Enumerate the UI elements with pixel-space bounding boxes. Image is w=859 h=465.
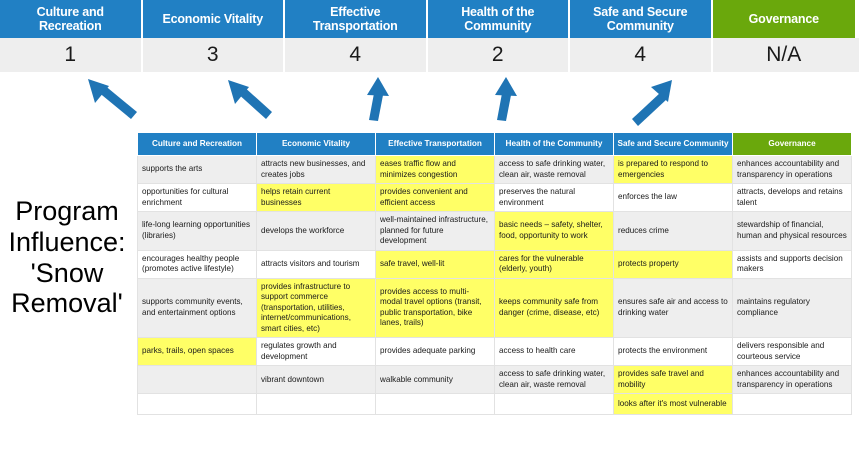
influence-arrows-group xyxy=(88,77,672,126)
matrix-cell: attracts, develops and retains talent xyxy=(732,183,852,213)
matrix-cell: well-maintained infrastructure, planned … xyxy=(375,211,495,251)
matrix-header-economic-vitality: Economic Vitality xyxy=(256,132,376,156)
matrix-cell xyxy=(375,393,495,416)
matrix-cell-highlighted: provides safe travel and mobility xyxy=(613,365,733,395)
matrix-header-row: Culture and Recreation Economic Vitality E… xyxy=(137,132,852,156)
matrix-cell-highlighted: eases traffic flow and minimizes congest… xyxy=(375,154,495,185)
arrow-economic-vitality xyxy=(228,80,272,119)
community-outcomes-matrix: Culture and Recreation Economic Vitality E… xyxy=(137,132,852,416)
scorecard-header-health-of-the-community: Health of the Community xyxy=(427,0,570,38)
matrix-cell: maintains regulatory compliance xyxy=(732,277,852,339)
matrix-cell: develops the workforce xyxy=(256,211,376,251)
matrix-row: opportunities for cultural enrichment hel… xyxy=(137,183,852,213)
scorecard-value-health-of-the-community: 2 xyxy=(427,38,570,72)
matrix-row: vibrant downtown walkable community access… xyxy=(137,365,852,395)
matrix-cell-highlighted: cares for the vulnerable (elderly, youth… xyxy=(494,249,614,279)
matrix-cell: enhances accountability and transparency… xyxy=(732,154,852,185)
matrix-cell xyxy=(256,393,376,416)
scorecard-header-effective-transportation: Effective Transportation xyxy=(285,0,428,38)
matrix-cell: supports community events, and entertain… xyxy=(137,277,257,339)
scorecard-header-row: Culture and Recreation Economic Vitality E… xyxy=(0,0,859,38)
matrix-cell: regulates growth and development xyxy=(256,337,376,367)
matrix-header-culture-and-recreation: Culture and Recreation xyxy=(137,132,257,156)
matrix-header-health-of-the-community: Health of the Community xyxy=(494,132,614,156)
scorecard-value-governance: N/A xyxy=(712,38,855,72)
matrix-cell: life-long learning opportunities (librar… xyxy=(137,211,257,251)
matrix-cell: supports the arts xyxy=(137,154,257,185)
matrix-cell-highlighted: parks, trails, open spaces xyxy=(137,337,257,367)
matrix-row: life-long learning opportunities (librar… xyxy=(137,211,852,251)
matrix-cell: provides adequate parking xyxy=(375,337,495,367)
matrix-cell xyxy=(137,393,257,416)
matrix-cell-highlighted: safe travel, well-lit xyxy=(375,249,495,279)
scorecard-header-governance: Governance xyxy=(712,0,855,38)
scorecard-header-safe-and-secure-community: Safe and Secure Community xyxy=(570,0,713,38)
matrix-cell: protects the environment xyxy=(613,337,733,367)
caption-line-1: Program xyxy=(15,196,119,226)
arrow-effective-transportation xyxy=(367,77,389,121)
matrix-cell: attracts visitors and tourism xyxy=(256,249,376,279)
matrix-row: supports the arts attracts new businesses… xyxy=(137,154,852,185)
matrix-cell-highlighted: provides infrastructure to support comme… xyxy=(256,277,376,339)
matrix-cell: access to safe drinking water, clean air… xyxy=(494,154,614,185)
scorecard-banner: Culture and Recreation Economic Vitality E… xyxy=(0,0,859,72)
scorecard-header-culture-and-recreation: Culture and Recreation xyxy=(0,0,143,38)
matrix-cell: ensures safe air and access to drinking … xyxy=(613,277,733,339)
matrix-cell xyxy=(137,365,257,395)
matrix-cell-highlighted: helps retain current businesses xyxy=(256,183,376,213)
matrix-cell xyxy=(494,393,614,416)
arrow-culture-and-recreation xyxy=(88,79,137,119)
matrix-cell-highlighted: provides access to multi-modal travel op… xyxy=(375,277,495,339)
arrow-safe-and-secure-community xyxy=(632,80,672,126)
matrix-cell: vibrant downtown xyxy=(256,365,376,395)
matrix-row: looks after it's most vulnerable xyxy=(137,393,852,416)
scorecard-value-economic-vitality: 3 xyxy=(142,38,285,72)
matrix-cell: stewardship of financial, human and phys… xyxy=(732,211,852,251)
matrix-cell-highlighted: protects property xyxy=(613,249,733,279)
scorecard-value-effective-transportation: 4 xyxy=(285,38,428,72)
matrix-cell xyxy=(732,393,852,416)
matrix-cell: opportunities for cultural enrichment xyxy=(137,183,257,213)
matrix-row: parks, trails, open spaces regulates grow… xyxy=(137,337,852,367)
matrix-cell-highlighted: provides convenient and efficient access xyxy=(375,183,495,213)
arrow-health-of-the-community xyxy=(495,77,517,121)
scorecard-header-economic-vitality: Economic Vitality xyxy=(142,0,285,38)
matrix-header-effective-transportation: Effective Transportation xyxy=(375,132,495,156)
matrix-cell: delivers responsible and courteous servi… xyxy=(732,337,852,367)
matrix-cell: preserves the natural environment xyxy=(494,183,614,213)
matrix-cell-highlighted: is prepared to respond to emergencies xyxy=(613,154,733,185)
caption-line-3: 'Snow xyxy=(30,257,104,288)
matrix-header-safe-and-secure-community: Safe and Secure Community xyxy=(613,132,733,156)
matrix-cell: access to safe drinking water, clean air… xyxy=(494,365,614,395)
matrix-cell: access to health care xyxy=(494,337,614,367)
scorecard-value-row: 1 3 4 2 4 N/A xyxy=(0,38,859,72)
matrix-cell-highlighted: looks after it's most vulnerable xyxy=(613,393,733,416)
scorecard-value-culture-and-recreation: 1 xyxy=(0,38,143,72)
caption-line-2: Influence: xyxy=(8,226,126,257)
matrix-cell: attracts new businesses, and creates job… xyxy=(256,154,376,185)
program-influence-caption: Program Influence: 'Snow Removal' xyxy=(2,196,132,319)
matrix-cell-highlighted: keeps community safe from danger (crime,… xyxy=(494,277,614,339)
matrix-cell: enforces the law xyxy=(613,183,733,213)
matrix-cell: encourages healthy people (promotes acti… xyxy=(137,249,257,279)
matrix-body: supports the arts attracts new businesses… xyxy=(137,154,852,416)
scorecard-value-safe-and-secure-community: 4 xyxy=(570,38,713,72)
matrix-row: supports community events, and entertain… xyxy=(137,277,852,339)
caption-line-4: Removal' xyxy=(11,288,123,319)
matrix-header-governance: Governance xyxy=(732,132,852,156)
matrix-row: encourages healthy people (promotes acti… xyxy=(137,249,852,279)
matrix-cell: reduces crime xyxy=(613,211,733,251)
matrix-cell: enhances accountability and transparency… xyxy=(732,365,852,395)
matrix-cell: walkable community xyxy=(375,365,495,395)
matrix-cell: assists and supports decision makers xyxy=(732,249,852,279)
matrix-cell-highlighted: basic needs – safety, shelter, food, opp… xyxy=(494,211,614,251)
